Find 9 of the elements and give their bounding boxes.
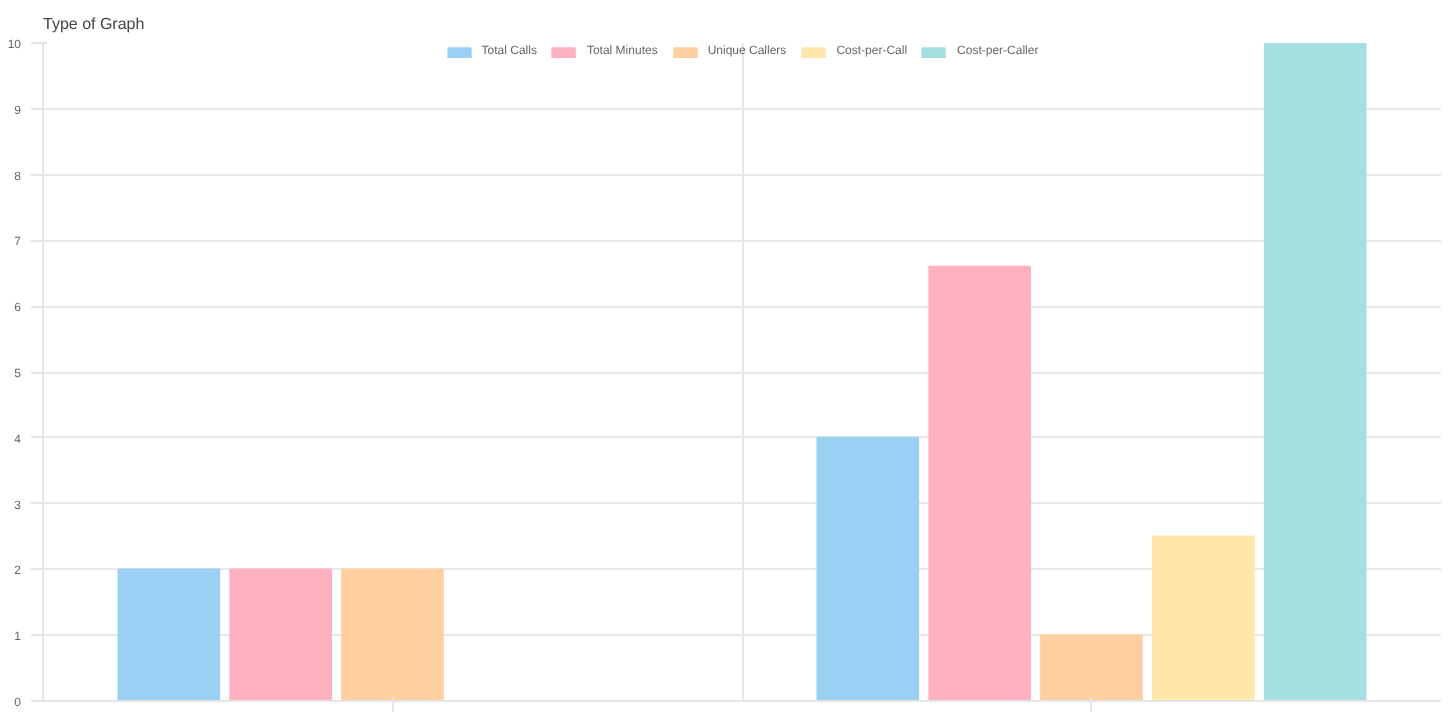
bar <box>1263 43 1367 701</box>
bar <box>117 568 221 701</box>
bar <box>928 265 1031 701</box>
bar <box>341 568 444 701</box>
bar <box>1040 634 1143 701</box>
bar <box>816 436 920 701</box>
bar <box>1152 535 1255 701</box>
chart-title: Type of Graph <box>43 15 145 33</box>
bar <box>229 568 332 701</box>
